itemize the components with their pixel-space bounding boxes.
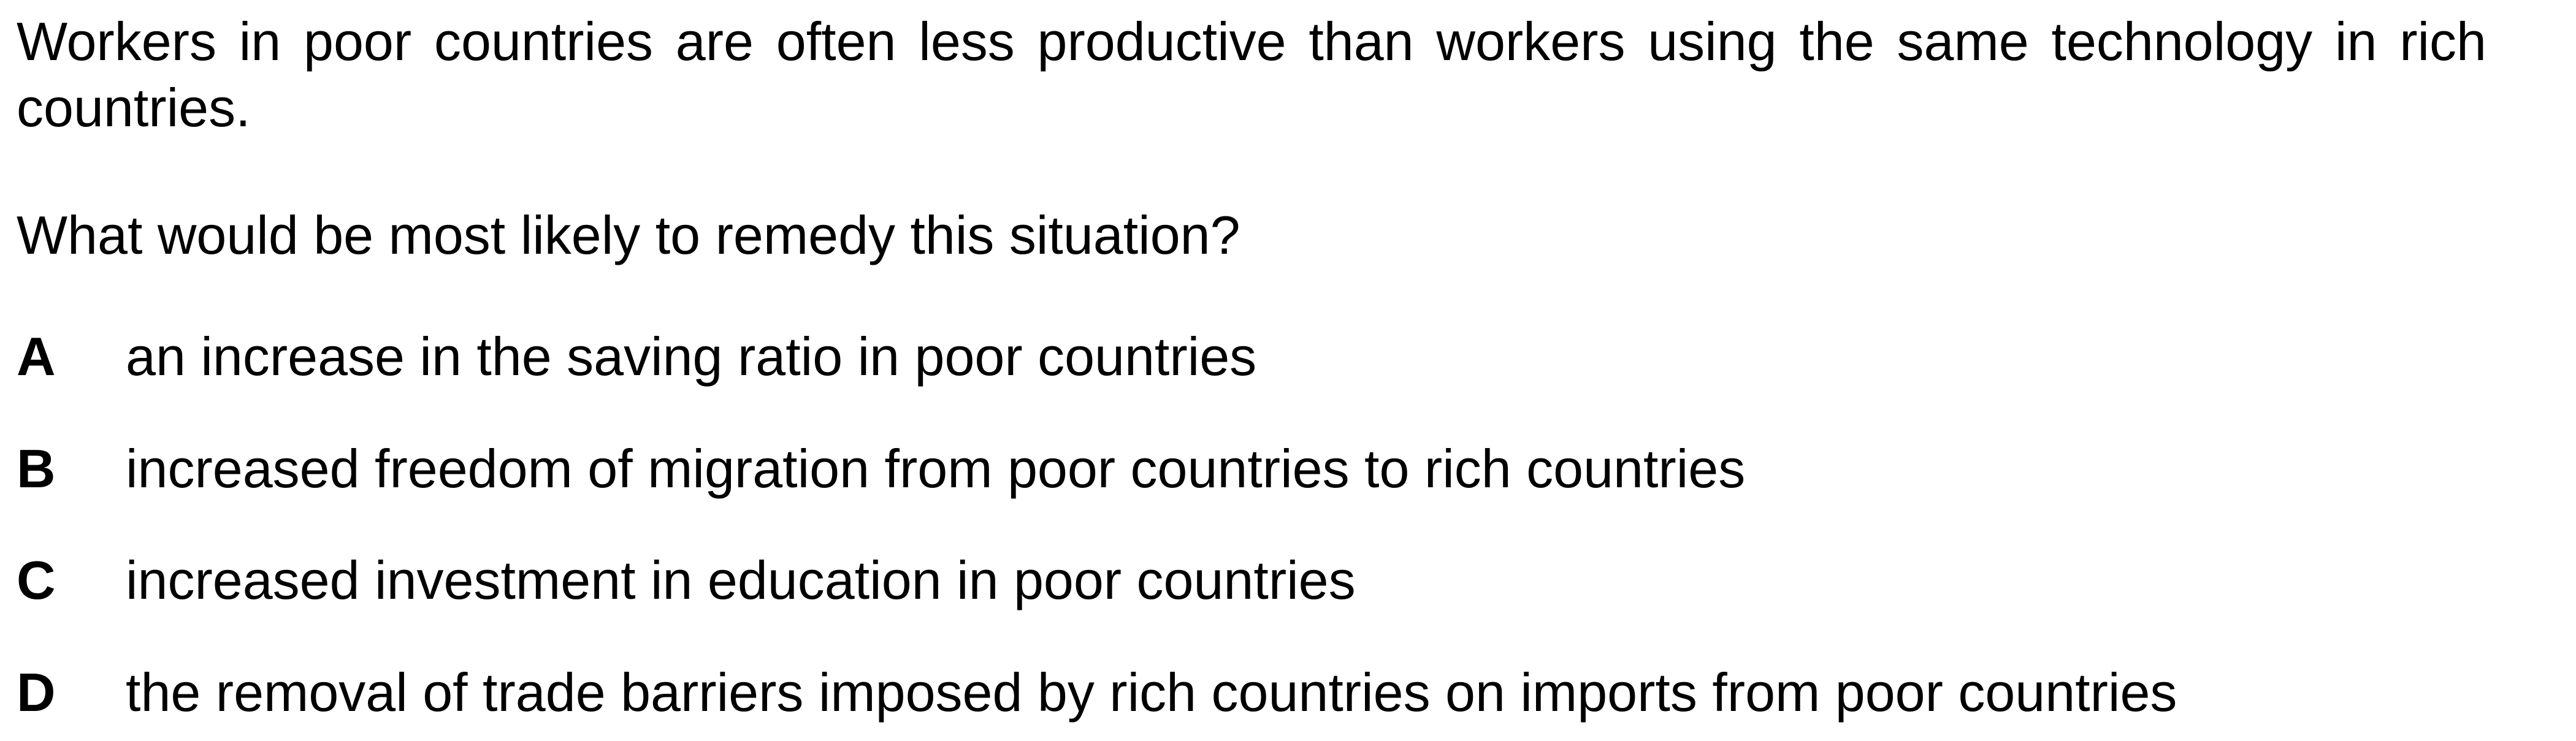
option-text: increased freedom of migration from poor… — [126, 438, 1746, 499]
question-page: Workers in poor countries are often less… — [17, 0, 2561, 741]
question-prompt: What would be most likely to remedy this… — [17, 205, 1240, 265]
question-stem: Workers in poor countries are often less… — [17, 11, 2486, 138]
option-text: the removal of trade barriers imposed by… — [126, 662, 2177, 723]
option-text: an increase in the saving ratio in poor … — [126, 326, 1257, 387]
option-letter: A — [17, 326, 56, 387]
option-letter: B — [17, 438, 56, 499]
option-text: increased investment in education in poo… — [126, 550, 1356, 610]
option-letter: C — [17, 550, 56, 610]
option-letter: D — [17, 662, 56, 723]
